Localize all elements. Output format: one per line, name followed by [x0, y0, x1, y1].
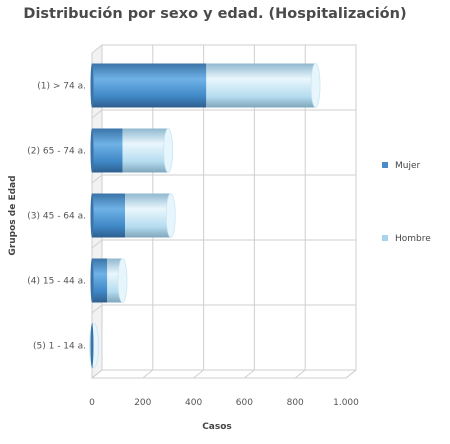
- floor-gridline: [193, 369, 204, 379]
- side-gridline: [91, 239, 103, 249]
- legend-swatch-mujer: [382, 162, 388, 168]
- bar-end-cap: [117, 258, 128, 303]
- side-gridline: [91, 109, 103, 119]
- x-tick-label: 600: [236, 398, 253, 408]
- x-tick-label: 200: [134, 398, 151, 408]
- y-tick-label: (3) 45 - 64 a.: [27, 212, 86, 222]
- floor-gridline: [142, 369, 154, 379]
- y-axis-title: Grupos de Edad: [8, 175, 18, 255]
- bar-start-cap: [90, 128, 94, 173]
- side-gridline: [91, 304, 103, 314]
- y-tick-label: (2) 65 - 74 a.: [27, 147, 86, 157]
- x-tick-label: 1.000: [333, 398, 359, 408]
- bar-mujer: [92, 63, 207, 108]
- bar-hombre: [122, 128, 169, 173]
- bar-mujer: [92, 128, 123, 173]
- bar-start-cap: [90, 193, 94, 238]
- x-tick-label: 800: [287, 398, 304, 408]
- floor-gridline: [294, 369, 306, 379]
- bar-end-cap: [163, 128, 174, 173]
- x-tick-label: 0: [89, 398, 95, 408]
- legend-label-hombre: Hombre: [395, 234, 431, 244]
- legend-swatch-hombre: [382, 235, 388, 241]
- chart-title: Distribución por sexo y edad. (Hospitali…: [23, 6, 407, 22]
- y-tick-label: (4) 15 - 44 a.: [27, 277, 86, 287]
- bar-start-cap: [90, 258, 94, 303]
- bar-mujer: [92, 193, 126, 238]
- bar-hombre: [125, 193, 171, 238]
- x-axis-title: Casos: [202, 422, 232, 432]
- y-tick-label: (5) 1 - 14 a.: [33, 342, 86, 352]
- bar-mujer: [92, 258, 108, 303]
- y-tick-label: (1) > 74 a.: [37, 82, 86, 92]
- bar-start-cap: [90, 63, 94, 108]
- legend-label-mujer: Mujer: [395, 161, 421, 171]
- floor-gridline: [244, 369, 255, 379]
- bar-hombre: [206, 63, 316, 108]
- x-tick-label: 400: [185, 398, 202, 408]
- floor-gridline: [91, 369, 103, 379]
- bar-end-cap: [310, 63, 321, 108]
- side-gridline: [91, 174, 103, 184]
- floor-edge-right: [345, 369, 357, 379]
- bar-end-cap: [165, 193, 176, 238]
- bar-start-cap: [90, 323, 94, 368]
